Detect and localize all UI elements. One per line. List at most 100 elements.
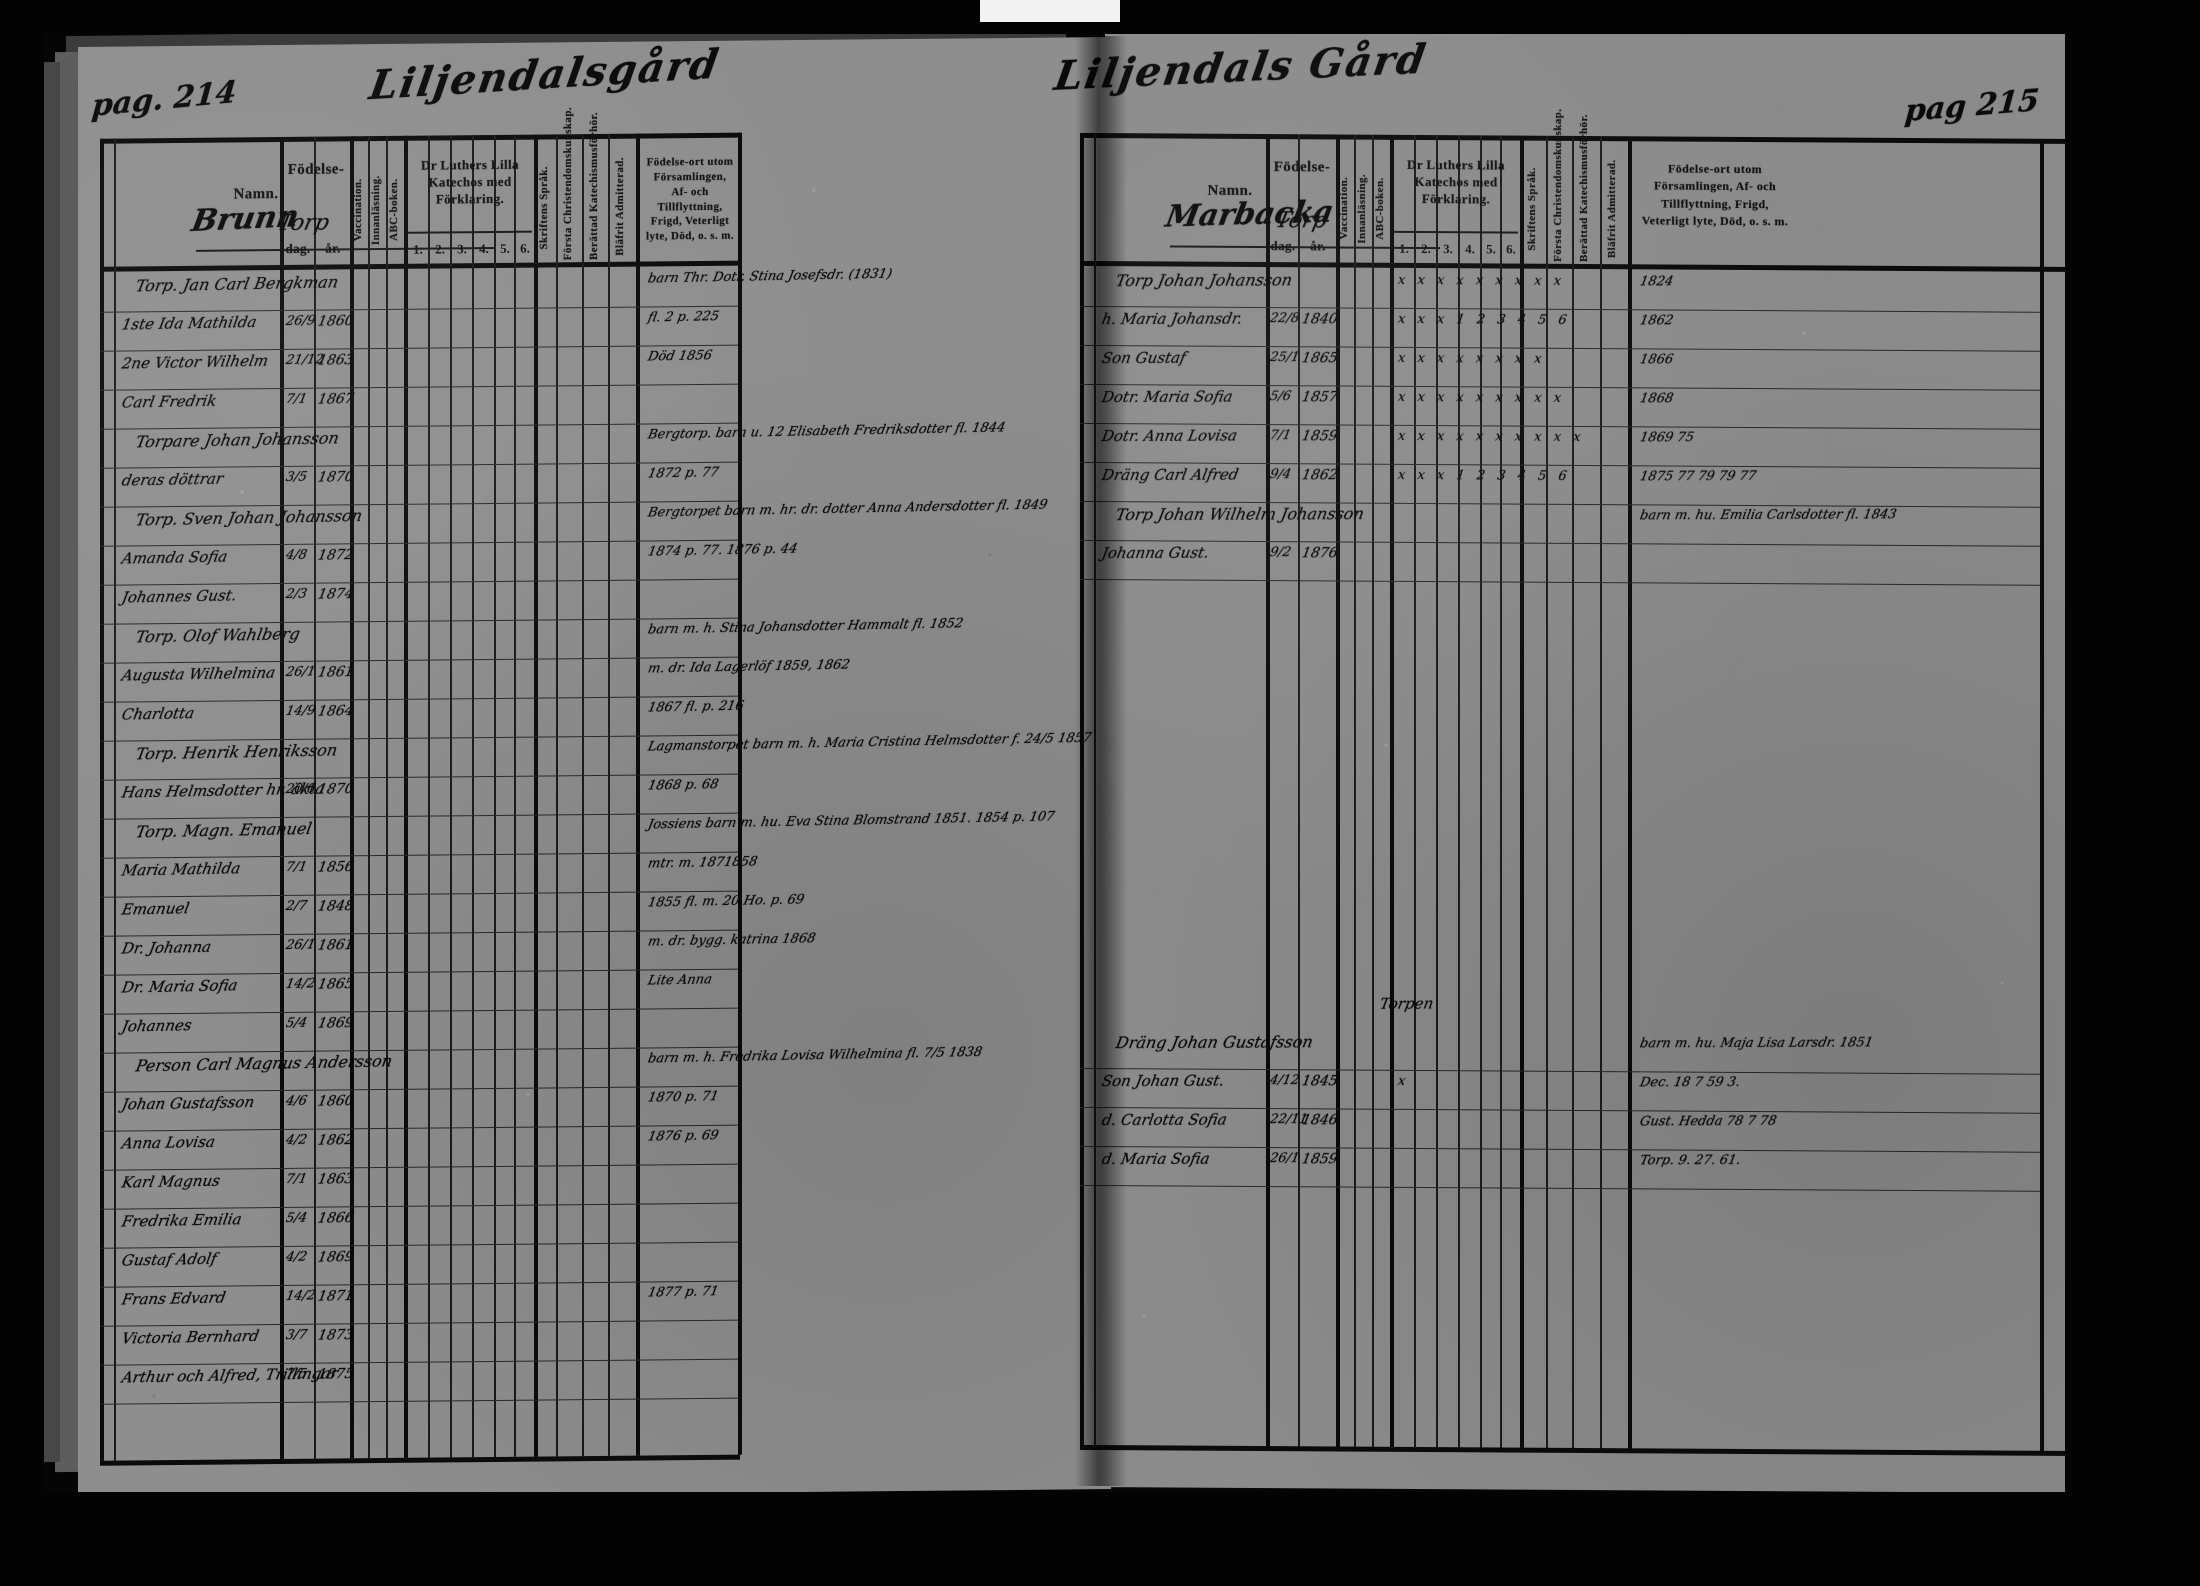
row-birth-year: 1845 [1300, 1073, 1340, 1090]
row-birth-day: 7/1 [284, 391, 309, 407]
row-name: Augusta Wilhelmina [120, 663, 277, 685]
row-separator [100, 695, 738, 703]
row-name: Fredrika Emilia [120, 1210, 244, 1231]
row-birth-day: 3/7 [284, 1327, 309, 1343]
row-birth-year: 1859 [1300, 1151, 1340, 1168]
row-separator [1080, 1184, 2040, 1192]
left-birth-year-header: år. [325, 240, 341, 256]
row-note: Lite Anna [646, 972, 714, 989]
row-note: barn m. h. Stina Johansdotter Hammalt fl… [646, 616, 965, 638]
row-birth-year: 1870 [316, 468, 356, 486]
r-col-rule-right [2040, 138, 2044, 1451]
row-note: barn m. h. Fredrika Lovisa Wilhelmina fl… [646, 1044, 984, 1067]
row-birth-day: 14/9 [284, 703, 317, 719]
right-notes-header: Födelse-ort utom Församlingen, Af- och T… [1641, 161, 1789, 229]
left-blafrit-header: Bläfrit Admitterad. [614, 157, 626, 257]
row-separator [100, 1397, 738, 1405]
row-marks: x x x x x x x x [1396, 350, 1547, 367]
left-innan-header: Innanläsning. [370, 175, 382, 246]
row-separator [100, 305, 738, 313]
row-birth-year: 1846 [1300, 1112, 1340, 1129]
row-name: Maria Mathilda [120, 859, 243, 880]
row-note: 1877 p. 71 [646, 1284, 720, 1301]
row-birth-day: 5/6 [1268, 388, 1293, 405]
row-note: 1875 77 79 79 77 [1638, 468, 1758, 485]
row-name: Frans Edvard [120, 1288, 228, 1309]
row-separator [1080, 1145, 2040, 1153]
row-name: 1ste Ida Mathilda [120, 312, 259, 334]
right-birth-year-header: år. [1310, 238, 1326, 254]
row-birth-year: 1861 [316, 936, 356, 954]
row-birth-day: 4/2 [284, 1132, 309, 1148]
row-birth-day: 2/3 [284, 586, 309, 602]
row-separator [100, 734, 738, 742]
row-separator [100, 1085, 738, 1093]
row-name: Torp Johan Wilhelm Johansson [1114, 504, 1366, 525]
row-marks: x x x x x x x x x [1396, 389, 1567, 406]
r-table-rule-bottom [1080, 1444, 2070, 1456]
left-vacc-header: Vaccination. [352, 178, 364, 242]
r-col-rule-abc [1390, 134, 1394, 1447]
left-berattad-header: Berättad Katechismusförhör. [588, 112, 600, 261]
table-rule-header-bottom [100, 260, 740, 272]
row-name: Torp. Olof Wahlberg [134, 624, 302, 647]
row-birth-year: 1867 [316, 390, 356, 408]
col-rule-skrift [556, 134, 558, 1457]
left-catechism-header: Dr Luthers Lilla Katechos med Förklaring… [421, 156, 519, 207]
row-separator [100, 1046, 738, 1054]
row-separator [1080, 539, 2040, 547]
left-cat-num-6: 6. [520, 240, 530, 256]
right-abc-header: ABC-boken. [1374, 177, 1386, 240]
right-cat-num-1: 1. [1399, 240, 1409, 256]
col-rule-cat1 [428, 135, 430, 1458]
r-col-rule-cat5 [1500, 135, 1502, 1448]
row-birth-year: 1865 [316, 975, 356, 993]
row-name: Torp. Magn. Emanuel [134, 818, 314, 842]
r-col-rule-cat4 [1480, 135, 1482, 1448]
col-rule-cat6 [534, 134, 538, 1457]
row-separator [100, 968, 738, 976]
row-birth-day: 26/1 [1268, 1150, 1301, 1167]
row-birth-year: 1861 [316, 663, 356, 681]
row-note: mtr. m. 1871858 [646, 854, 759, 872]
row-birth-year: 1876 [1300, 545, 1340, 562]
row-separator [100, 773, 738, 781]
col-rule-berattad [608, 133, 610, 1456]
left-name-hand2: Torp [275, 210, 332, 237]
book-gutter-shadow [1075, 36, 1127, 1486]
row-separator [100, 851, 738, 859]
right-birth-day-header: dag. [1270, 238, 1296, 254]
r-col-rule-cat1 [1414, 134, 1416, 1447]
table-rule-top [100, 132, 740, 144]
left-cat-num-3: 3. [457, 241, 467, 257]
row-birth-day: 22/8 [1268, 310, 1301, 327]
row-birth-day: 14/2 [284, 976, 317, 992]
row-birth-day: 14/2 [284, 1288, 317, 1304]
row-note: barn m. hu. Maja Lisa Larsdr. 1851 [1638, 1035, 1875, 1052]
right-innan-header: Innanläsning. [1356, 173, 1368, 244]
row-note: barn m. hu. Emilia Carlsdotter fl. 1843 [1638, 507, 1898, 524]
left-cat-num-1: 1. [413, 241, 423, 257]
row-name: Torp. Sven Johan Johansson [134, 505, 365, 530]
row-separator [100, 1358, 738, 1366]
col-rule-cat4 [494, 134, 496, 1457]
left-forsta-header: Första Christendomskunskap. [562, 106, 574, 261]
col-rule-cat5 [514, 134, 516, 1457]
row-name: Dr. Johanna [120, 937, 213, 958]
row-birth-day: 4/6 [284, 1093, 309, 1109]
row-note: 1862 [1638, 313, 1675, 329]
row-name: Karl Magnus [120, 1171, 222, 1192]
row-birth-year: 1874 [316, 585, 356, 603]
row-separator [100, 422, 738, 430]
row-birth-year: 1873 [316, 1326, 356, 1344]
row-note: 1868 [1638, 391, 1675, 407]
right-forsta-header: Första Christendomskunskap. [1552, 108, 1564, 262]
col-rule-right [738, 132, 742, 1455]
row-birth-year: 1866 [316, 1209, 356, 1227]
row-birth-year: 1863 [316, 1170, 356, 1188]
left-cat-num-4: 4. [479, 241, 489, 257]
row-note: m. dr. Ida Lagerlöf 1859, 1862 [646, 657, 852, 677]
row-separator [100, 344, 738, 352]
right-page: Liljendals Gård pag 215 [1051, 27, 2070, 1493]
